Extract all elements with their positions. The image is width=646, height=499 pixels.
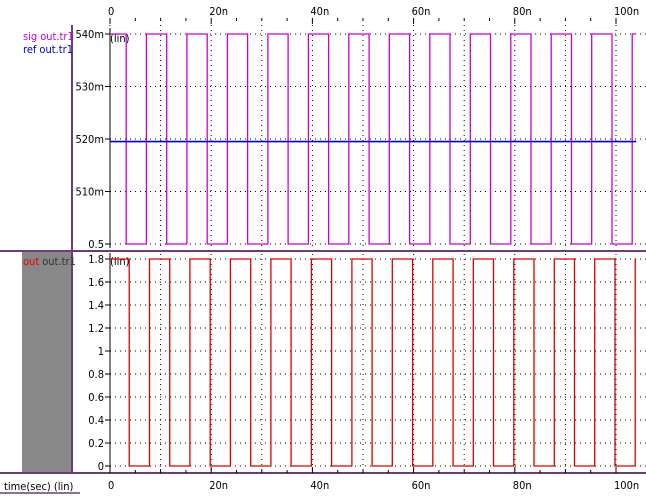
x-tick-label-bottom: 40n [310,479,329,492]
y-tick-label-p2: 1 [98,345,104,358]
y-tick-label-p1: 510m [75,186,104,199]
y-tick-label-p1: 530m [75,81,104,94]
x-tick-label-top: 100n [614,5,639,18]
x-tick-label-top: 0 [108,5,114,18]
x-tick-label-top: 40n [310,5,329,18]
y-tick-label-p2: 0.4 [88,414,104,427]
series-line-sig [110,33,637,245]
x-tick-label-bottom: 20n [209,479,228,492]
x-axis-title: time(sec) (lin) [4,480,74,493]
x-tick-label-bottom: 100n [614,479,639,492]
x-tick-label-top: 60n [412,5,431,18]
y-tick-label-p2: 0.6 [88,391,104,404]
series-line-out [110,258,637,467]
y-tick-label-p2: 0.2 [88,437,104,450]
x-tick-label-bottom: 60n [412,479,431,492]
y-tick-label-p2: 1.2 [88,322,104,335]
x-tick-label-top: 20n [209,5,228,18]
y-tick-label-p1: 520m [75,133,104,146]
legend-entry-ref[interactable]: ref out.tr1 [23,43,73,56]
y-tick-label-p2: 1.6 [88,276,104,289]
x-tick-label-bottom: 80n [513,479,532,492]
panel1-scale-label: (lin) [110,32,130,45]
panel2-scale-label: (lin) [110,255,130,268]
y-tick-label-p1: 0.5 [88,238,104,251]
y-tick-label-p2: 1.8 [88,253,104,266]
x-tick-label-bottom: 0 [108,479,114,492]
y-tick-label-p2: 1.4 [88,299,104,312]
y-tick-label-p2: 0.8 [88,368,104,381]
legend-panel-shade [22,252,72,473]
x-tick-label-top: 80n [513,5,532,18]
legend-entry-out[interactable]: out out.tr1 [23,255,76,268]
y-tick-label-p1: 540m [75,28,104,41]
y-tick-label-p2: 0 [98,460,104,473]
legend-entry-sig[interactable]: sig out.tr1 [23,30,74,43]
